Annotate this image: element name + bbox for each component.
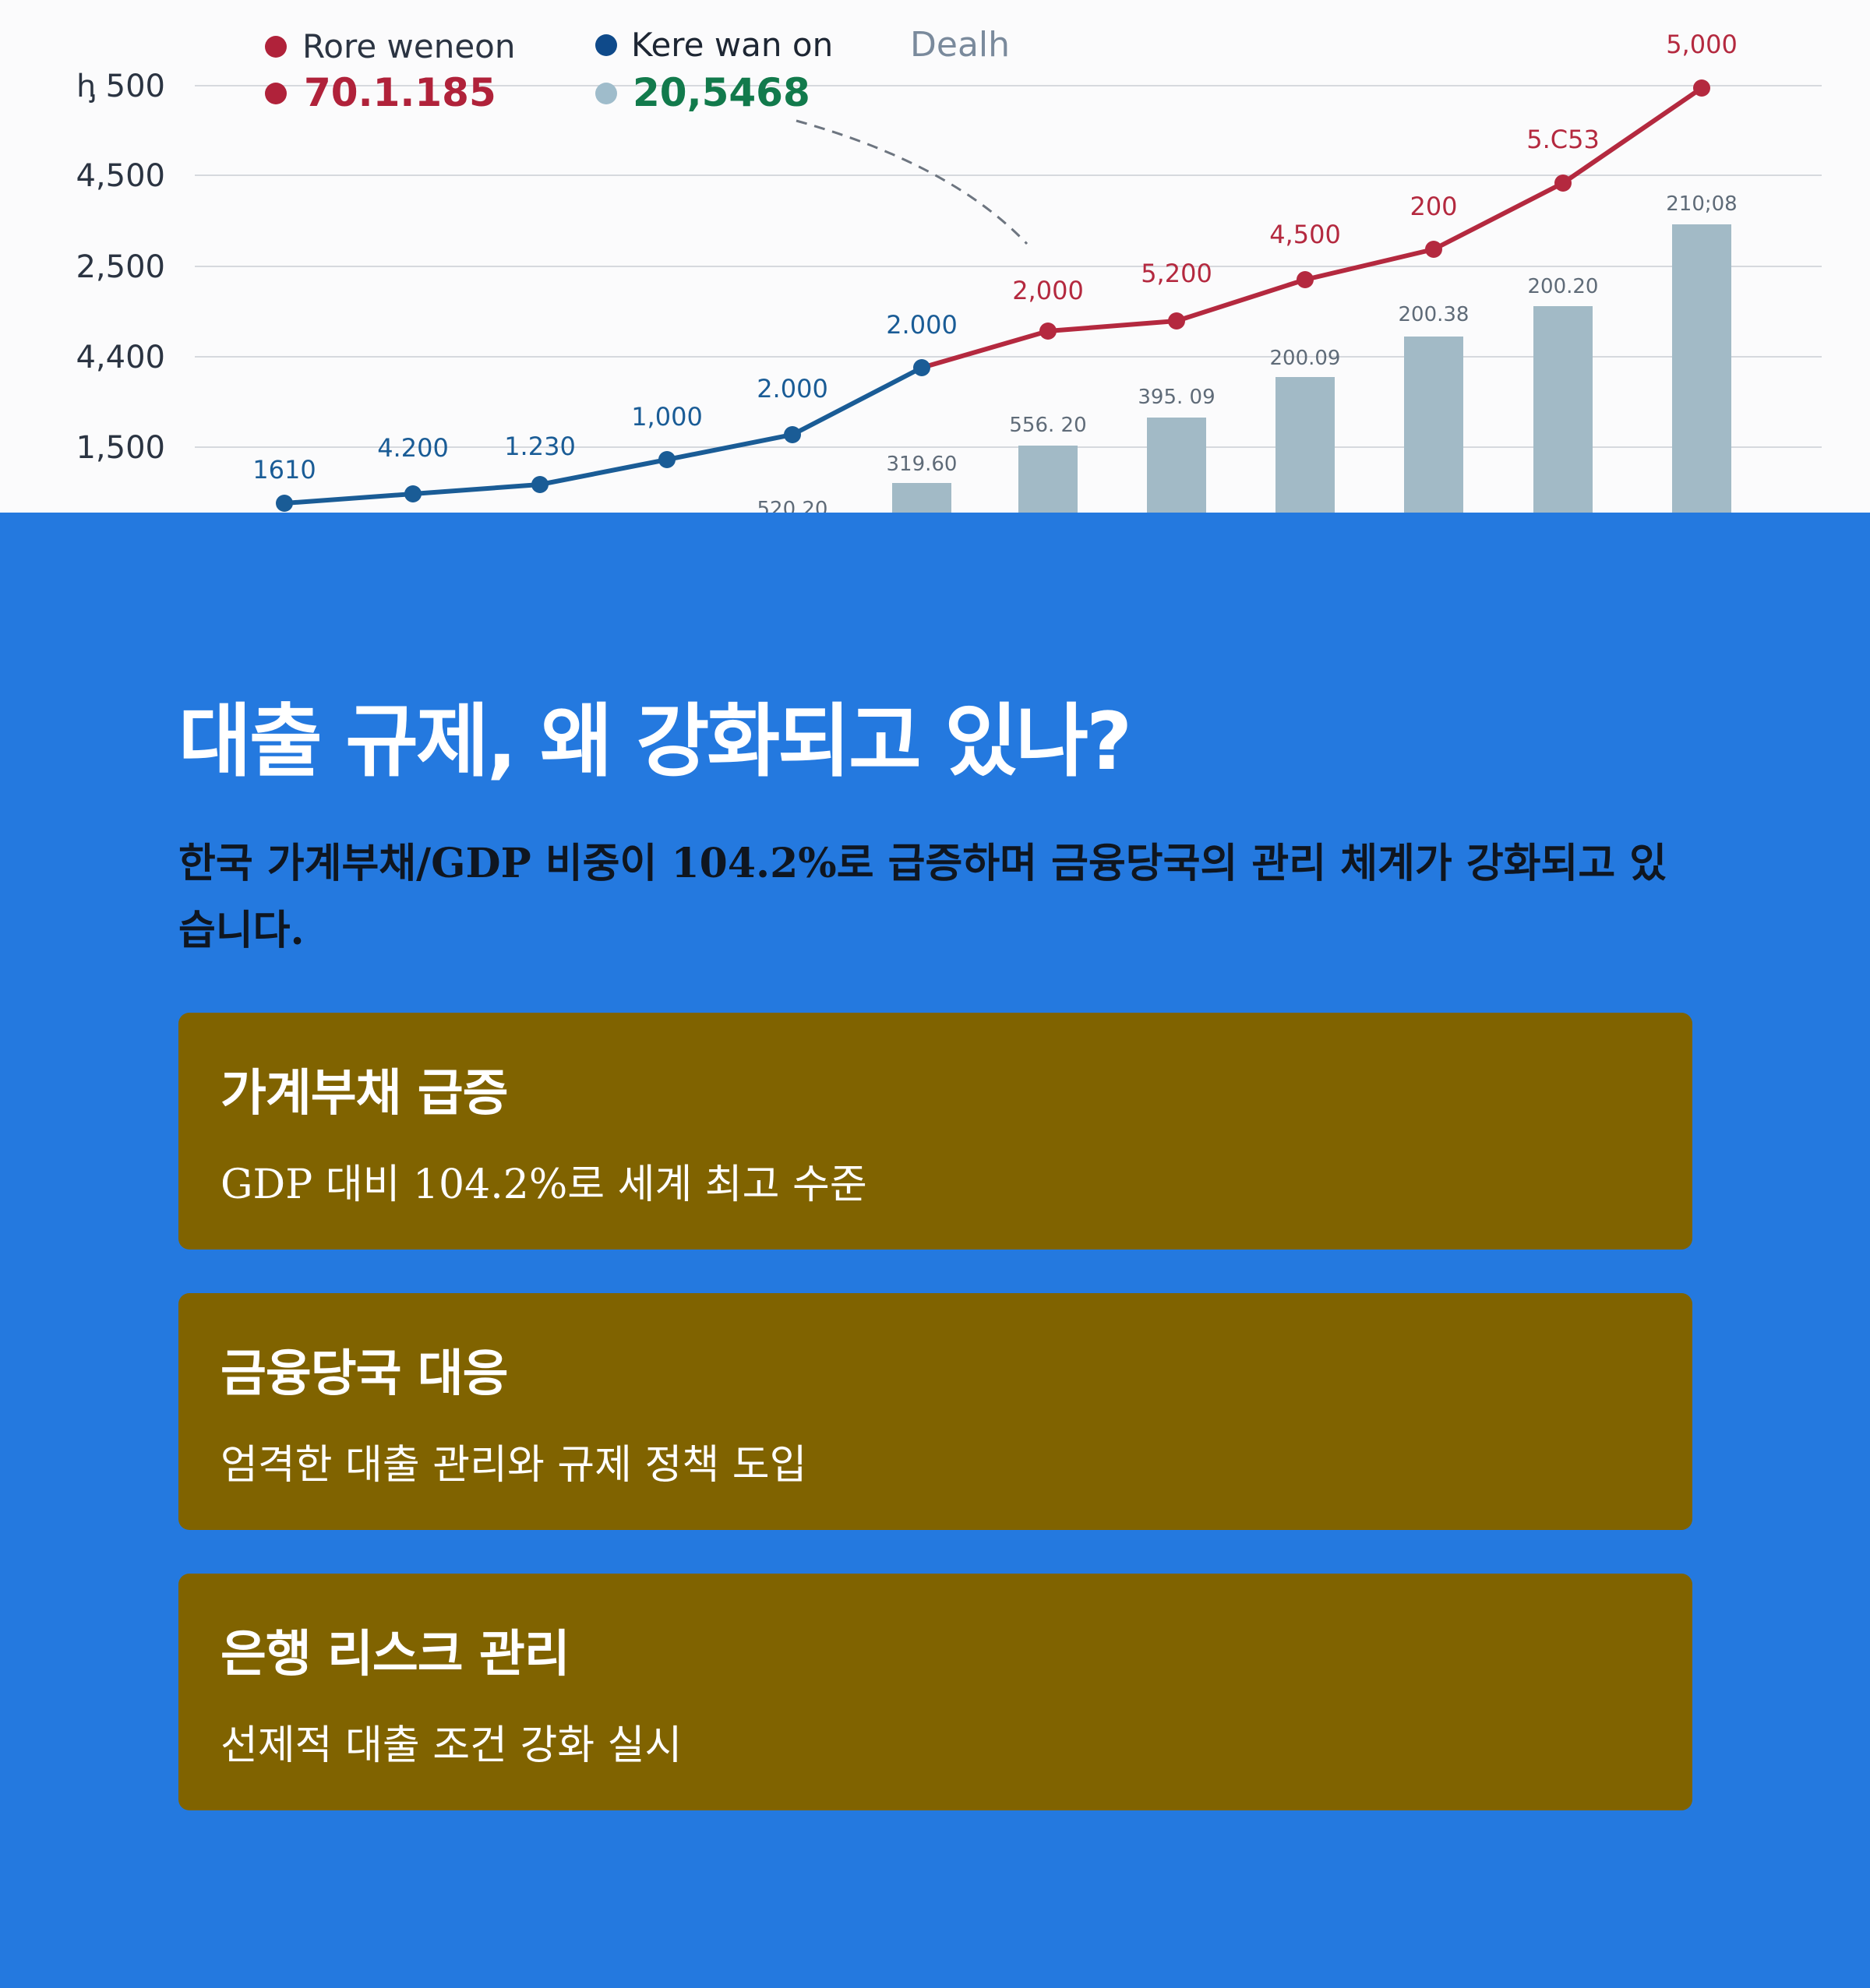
line-point xyxy=(404,485,422,502)
y-tick-label: 4,500 xyxy=(76,158,165,194)
card-description: GDP 대비 104.2%로 세계 최고 수준 xyxy=(221,1161,867,1208)
card-description: 선제적 대출 조건 강화 실시 xyxy=(221,1722,683,1769)
card-title: 금융당국 대응 xyxy=(221,1345,509,1403)
hero-chart-image: ꞕ 500 4,500 2,500 4,400 1,500 520.20 319.60 556… xyxy=(0,0,1870,513)
legend-marker xyxy=(265,83,287,104)
card-regulator-response: 금융당국 대응 엄격한 대출 관리와 규제 정책 도입 xyxy=(178,1293,1692,1530)
card-description: 엄격한 대출 관리와 규제 정책 도입 xyxy=(221,1442,807,1489)
line-data-label: 5,000 xyxy=(1666,30,1738,59)
bar xyxy=(1672,224,1731,513)
line-data-label: 2.000 xyxy=(886,310,958,340)
bar xyxy=(1533,306,1593,513)
line-point xyxy=(1297,271,1314,288)
y-tick-label: 2,500 xyxy=(76,249,165,285)
bar xyxy=(892,483,951,513)
card-title: 가계부채 급증 xyxy=(221,1065,509,1123)
bar-data-label: 200.20 xyxy=(1528,275,1599,298)
y-tick-label: 1,500 xyxy=(76,430,165,466)
line-data-label: 5.C53 xyxy=(1526,125,1600,154)
bar-data-label: 200.38 xyxy=(1399,303,1470,326)
line-point xyxy=(784,426,801,443)
line-data-label: 2,000 xyxy=(1012,276,1084,305)
line-point xyxy=(1168,312,1185,330)
legend-label: Kere wan on xyxy=(631,26,833,64)
legend-marker xyxy=(595,34,617,56)
line-data-label: 5,200 xyxy=(1141,259,1212,288)
bar xyxy=(1275,377,1335,513)
line-data-label: 2.000 xyxy=(757,374,828,404)
legend-label: Rore weneon xyxy=(302,27,516,65)
card-bank-risk-management: 은행 리스크 관리 선제적 대출 조건 강화 실시 xyxy=(178,1574,1692,1810)
line-point xyxy=(658,451,676,468)
card-title: 은행 리스크 관리 xyxy=(221,1626,570,1683)
line-point xyxy=(1554,174,1572,192)
annotation-curve xyxy=(796,119,1028,245)
line-point xyxy=(1039,323,1057,340)
debt-chart: ꞕ 500 4,500 2,500 4,400 1,500 520.20 319.60 556… xyxy=(76,25,1822,513)
bar xyxy=(1018,446,1078,513)
line-data-label: 1,000 xyxy=(631,402,703,432)
legend-label: Dealh xyxy=(910,25,1010,65)
line-data-label: 1610 xyxy=(252,455,316,485)
bar xyxy=(1147,418,1206,513)
legend-marker xyxy=(595,83,617,104)
line-point xyxy=(531,476,549,493)
card-household-debt: 가계부채 급증 GDP 대비 104.2%로 세계 최고 수준 xyxy=(178,1013,1692,1250)
line-series-early xyxy=(284,365,923,506)
bar-data-label: 395. 09 xyxy=(1138,386,1215,409)
bar-data-label: 210;08 xyxy=(1666,192,1737,216)
legend-value: 20,5468 xyxy=(633,70,810,115)
section-description: 한국 가계부채/GDP 비중이 104.2%로 급증하며 금융당국의 관리 체계… xyxy=(178,840,1667,954)
line-data-label: 200 xyxy=(1410,192,1457,221)
y-tick-label: 4,400 xyxy=(76,340,165,375)
bar-data-label: 556. 20 xyxy=(1009,414,1086,437)
y-tick-label: ꞕ 500 xyxy=(76,69,165,104)
section-title: 대출 규제, 왜 강화되고 있나? xyxy=(178,696,1132,788)
line-data-label: 4,500 xyxy=(1269,220,1341,249)
bar-data-label: 200.09 xyxy=(1270,347,1341,370)
legend-value: 70.1.185 xyxy=(304,70,496,115)
content-section: 대출 규제, 왜 강화되고 있나? 한국 가계부채/GDP 비중이 104.2%… xyxy=(0,513,1870,1988)
legend-marker xyxy=(265,36,287,58)
bar-data-label: 520.20 xyxy=(757,498,828,513)
bar xyxy=(1404,337,1463,513)
line-data-label: 1.230 xyxy=(504,432,576,461)
bar-data-label: 319.60 xyxy=(887,453,958,476)
line-point xyxy=(276,495,293,512)
line-data-label: 4.200 xyxy=(377,433,449,463)
line-point xyxy=(1425,241,1442,258)
line-point xyxy=(913,359,930,376)
line-point xyxy=(1693,79,1710,97)
